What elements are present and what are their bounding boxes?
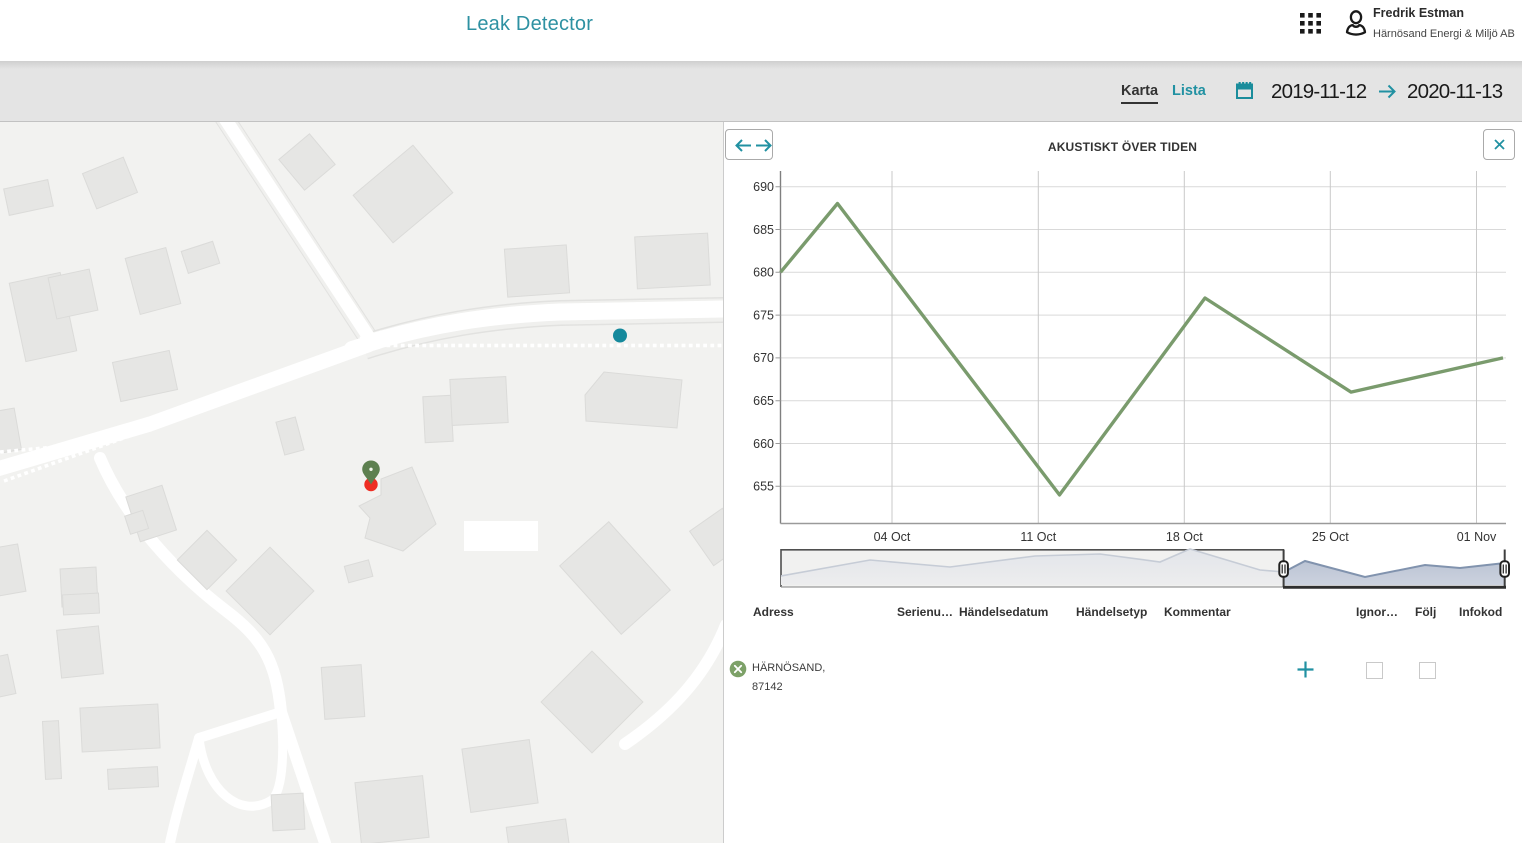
svg-text:665: 665 [753,394,774,408]
svg-text:18 Oct: 18 Oct [1166,530,1203,544]
svg-text:01 Nov: 01 Nov [1457,530,1497,544]
svg-text:660: 660 [753,437,774,451]
svg-text:04 Oct: 04 Oct [874,530,911,544]
svg-text:680: 680 [753,266,774,280]
svg-text:11 Oct: 11 Oct [1020,530,1056,544]
svg-text:655: 655 [753,480,774,494]
svg-text:685: 685 [753,223,774,237]
svg-text:690: 690 [753,180,774,194]
svg-text:25 Oct: 25 Oct [1312,530,1349,544]
svg-text:670: 670 [753,351,774,365]
svg-text:675: 675 [753,308,774,322]
